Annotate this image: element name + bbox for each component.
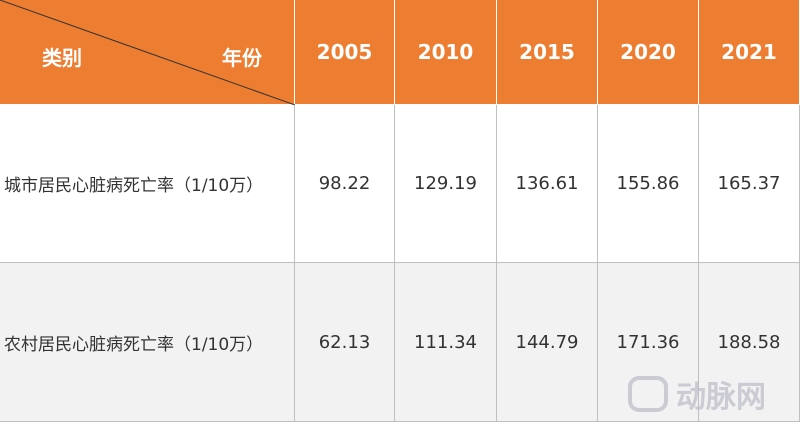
table-cell: 129.19 (395, 105, 497, 263)
corner-row-label: 类别 (42, 46, 82, 70)
column-header: 2015 (497, 0, 598, 105)
table-cell: 188.58 (699, 263, 800, 422)
table-cell: 155.86 (598, 105, 699, 263)
corner-cell: 类别 年份 (0, 0, 295, 105)
column-header: 2005 (295, 0, 395, 105)
watermark: 动脉网 (628, 372, 766, 416)
column-header: 2010 (395, 0, 497, 105)
table-cell: 171.36 (598, 263, 699, 422)
table-cell: 165.37 (699, 105, 800, 263)
column-header: 2021 (699, 0, 800, 105)
table-cell: 136.61 (497, 105, 598, 263)
row-label: 城市居民心脏病死亡率（1/10万） (0, 105, 295, 263)
corner-col-label: 年份 (222, 46, 262, 70)
diagonal (0, 0, 295, 105)
table-cell: 62.13 (295, 263, 395, 422)
table-cell: 111.34 (395, 263, 497, 422)
column-header: 2020 (598, 0, 699, 105)
table-cell: 98.22 (295, 105, 395, 263)
logo (628, 376, 668, 412)
watermark-text: 动脉网 (676, 380, 766, 415)
row-label: 农村居民心脏病死亡率（1/10万） (0, 263, 295, 422)
table-cell: 144.79 (497, 263, 598, 422)
